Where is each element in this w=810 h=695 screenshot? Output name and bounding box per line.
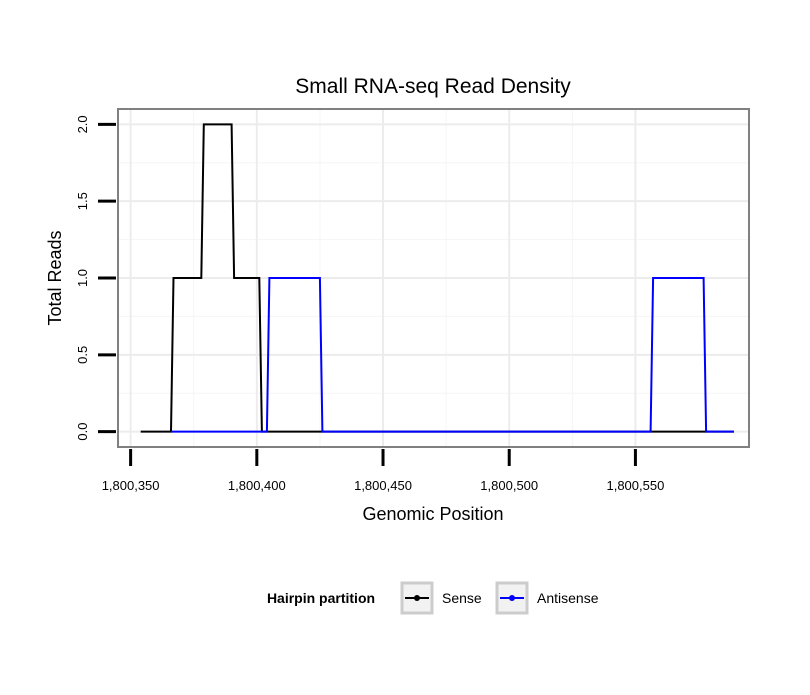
chart-title: Small RNA-seq Read Density [295, 75, 571, 98]
y-axis-label: Total Reads [45, 230, 65, 325]
x-tick-label: 1,800,550 [606, 478, 664, 493]
y-tick-label: 1.0 [75, 269, 90, 287]
x-tick-label: 1,800,400 [228, 478, 286, 493]
x-axis-label: Genomic Position [362, 504, 503, 524]
legend-label-antisense: Antisense [537, 590, 599, 606]
y-tick-label: 2.0 [75, 115, 90, 133]
legend-marker-antisense [509, 595, 515, 601]
x-axis: 1,800,350 1,800,400 1,800,450 1,800,500 1,80… [102, 449, 664, 493]
series-line-antisense [171, 277, 734, 433]
legend-marker-sense [414, 595, 420, 601]
series-layer [140, 123, 734, 433]
legend-title: Hairpin partition [267, 590, 375, 606]
x-tick-label: 1,800,500 [480, 478, 538, 493]
y-axis: 0.0 0.5 1.0 1.5 2.0 [75, 115, 116, 441]
legend: Hairpin partition Sense Antisense [267, 581, 599, 615]
y-tick-label: 1.5 [75, 192, 90, 210]
x-tick-label: 1,800,450 [354, 478, 412, 493]
y-tick-label: 0.0 [75, 423, 90, 441]
plot-panel [117, 108, 750, 448]
series-line-sense [140, 123, 734, 433]
y-tick-label: 0.5 [75, 346, 90, 364]
legend-label-sense: Sense [442, 590, 482, 606]
x-tick-label: 1,800,350 [102, 478, 160, 493]
